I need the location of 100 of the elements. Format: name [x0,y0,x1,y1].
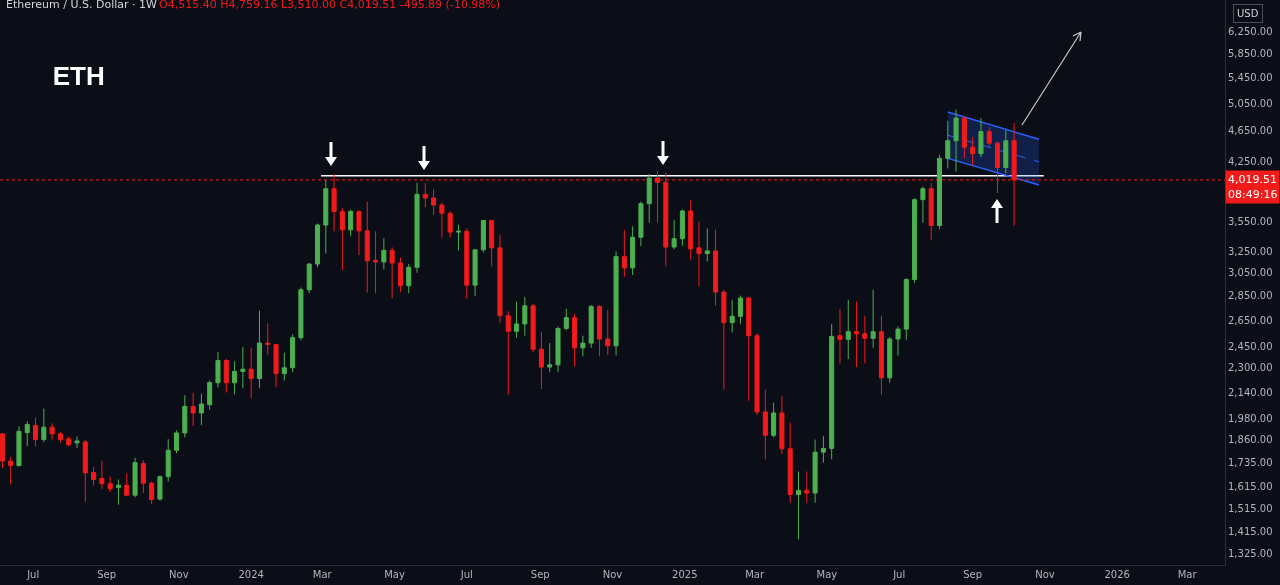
y-tick-label: 2,450.00 [1228,341,1273,353]
candlestick [298,286,304,341]
y-tick-label: 1,735.00 [1228,457,1273,469]
y-tick-label: 1,980.00 [1228,412,1273,424]
candlestick [0,433,5,469]
y-tick-label: 2,850.00 [1228,290,1273,302]
x-tick-label: Mar [312,569,333,580]
candlestick [820,435,826,464]
candlestick [737,295,743,325]
candlestick [497,234,503,324]
x-tick-label: Mar [745,569,765,580]
candlestick [903,277,909,341]
candlestick [306,262,312,294]
candlestick [588,304,594,349]
candlestick [265,322,271,356]
candlestick [447,210,453,239]
candlestick [248,347,254,399]
candlestick [82,439,88,503]
x-tick-label: Jul [892,569,906,580]
chart-subtitle: Ethereum / U.S. Dollar · 1W [6,0,158,11]
candlestick [613,250,619,357]
candlestick [754,332,760,416]
candlestick [33,417,39,447]
candlestick [464,227,470,300]
candlestick [920,186,926,224]
candlestick [381,237,387,270]
x-tick-label: May [384,569,405,580]
y-tick-label: 2,140.00 [1228,386,1273,398]
candlestick [256,310,262,389]
candlestick [986,126,992,147]
x-tick-label: Nov [602,569,623,580]
candlestick [373,230,379,294]
candlestick [439,201,445,239]
candlestick [522,296,528,337]
y-tick-label: 3,550.00 [1228,216,1273,228]
candlestick [348,209,354,237]
candlestick [57,431,63,444]
y-tick-label: 1,860.00 [1228,433,1273,445]
candlestick [124,472,130,497]
candlestick [132,457,138,498]
candlestick [812,439,818,504]
candlestick [149,481,155,505]
text: 08:49:16 [1228,188,1278,201]
candlestick [978,117,984,158]
candlestick [953,108,959,173]
candlestick [696,221,702,287]
candlestick [455,224,462,251]
candlestick [273,343,279,388]
candlestick [281,352,287,381]
candlestick [563,308,569,331]
x-tick-label: Mar [1177,569,1198,580]
candlestick [671,219,677,250]
candlestick [572,313,578,367]
candlestick [223,358,229,394]
candlestick [24,420,30,447]
candlestick [547,342,553,373]
candlestick [198,393,204,426]
candlestick [74,436,80,449]
candlestick [970,136,976,166]
candlestick [157,474,163,502]
candlestick [878,315,884,396]
candlestick [870,289,876,349]
text: ETH [52,61,105,92]
candlestick [41,408,47,443]
candlestick [854,301,860,368]
candlestick [472,248,478,297]
candlestick [182,394,188,438]
x-tick-label: 2026 [1104,569,1130,580]
candlestick [704,227,710,262]
candlestick [530,303,536,353]
candlestick [945,120,951,169]
candlestick [961,116,967,159]
candlestick [596,304,602,357]
x-tick-label: Jul [26,569,40,580]
x-tick-label: 2024 [238,569,264,580]
candlestick [679,209,685,247]
candlestick [895,326,901,357]
candlestick [66,436,72,448]
candlestick [364,200,370,294]
candlestick [16,425,22,468]
ref-line-label: 4,019.51 [1228,173,1277,186]
candlestick [688,199,694,261]
candlestick [91,466,97,487]
candlestick [323,179,329,254]
candlestick [771,402,777,438]
y-tick-label: 5,850.00 [1228,48,1273,60]
candlestick [356,210,362,256]
candlestick [232,360,238,395]
candlestick [140,459,146,494]
candlestick [887,336,893,384]
candlestick [397,257,403,293]
candlestick [489,219,495,267]
candlestick [1003,129,1009,174]
candlestick [422,182,428,208]
candlestick [207,379,213,411]
candlestick [630,225,636,276]
candlestick [8,456,14,485]
y-tick-label: 6,250.00 [1228,25,1273,37]
candlestick [713,229,719,307]
x-tick-label: Nov [1035,569,1055,580]
